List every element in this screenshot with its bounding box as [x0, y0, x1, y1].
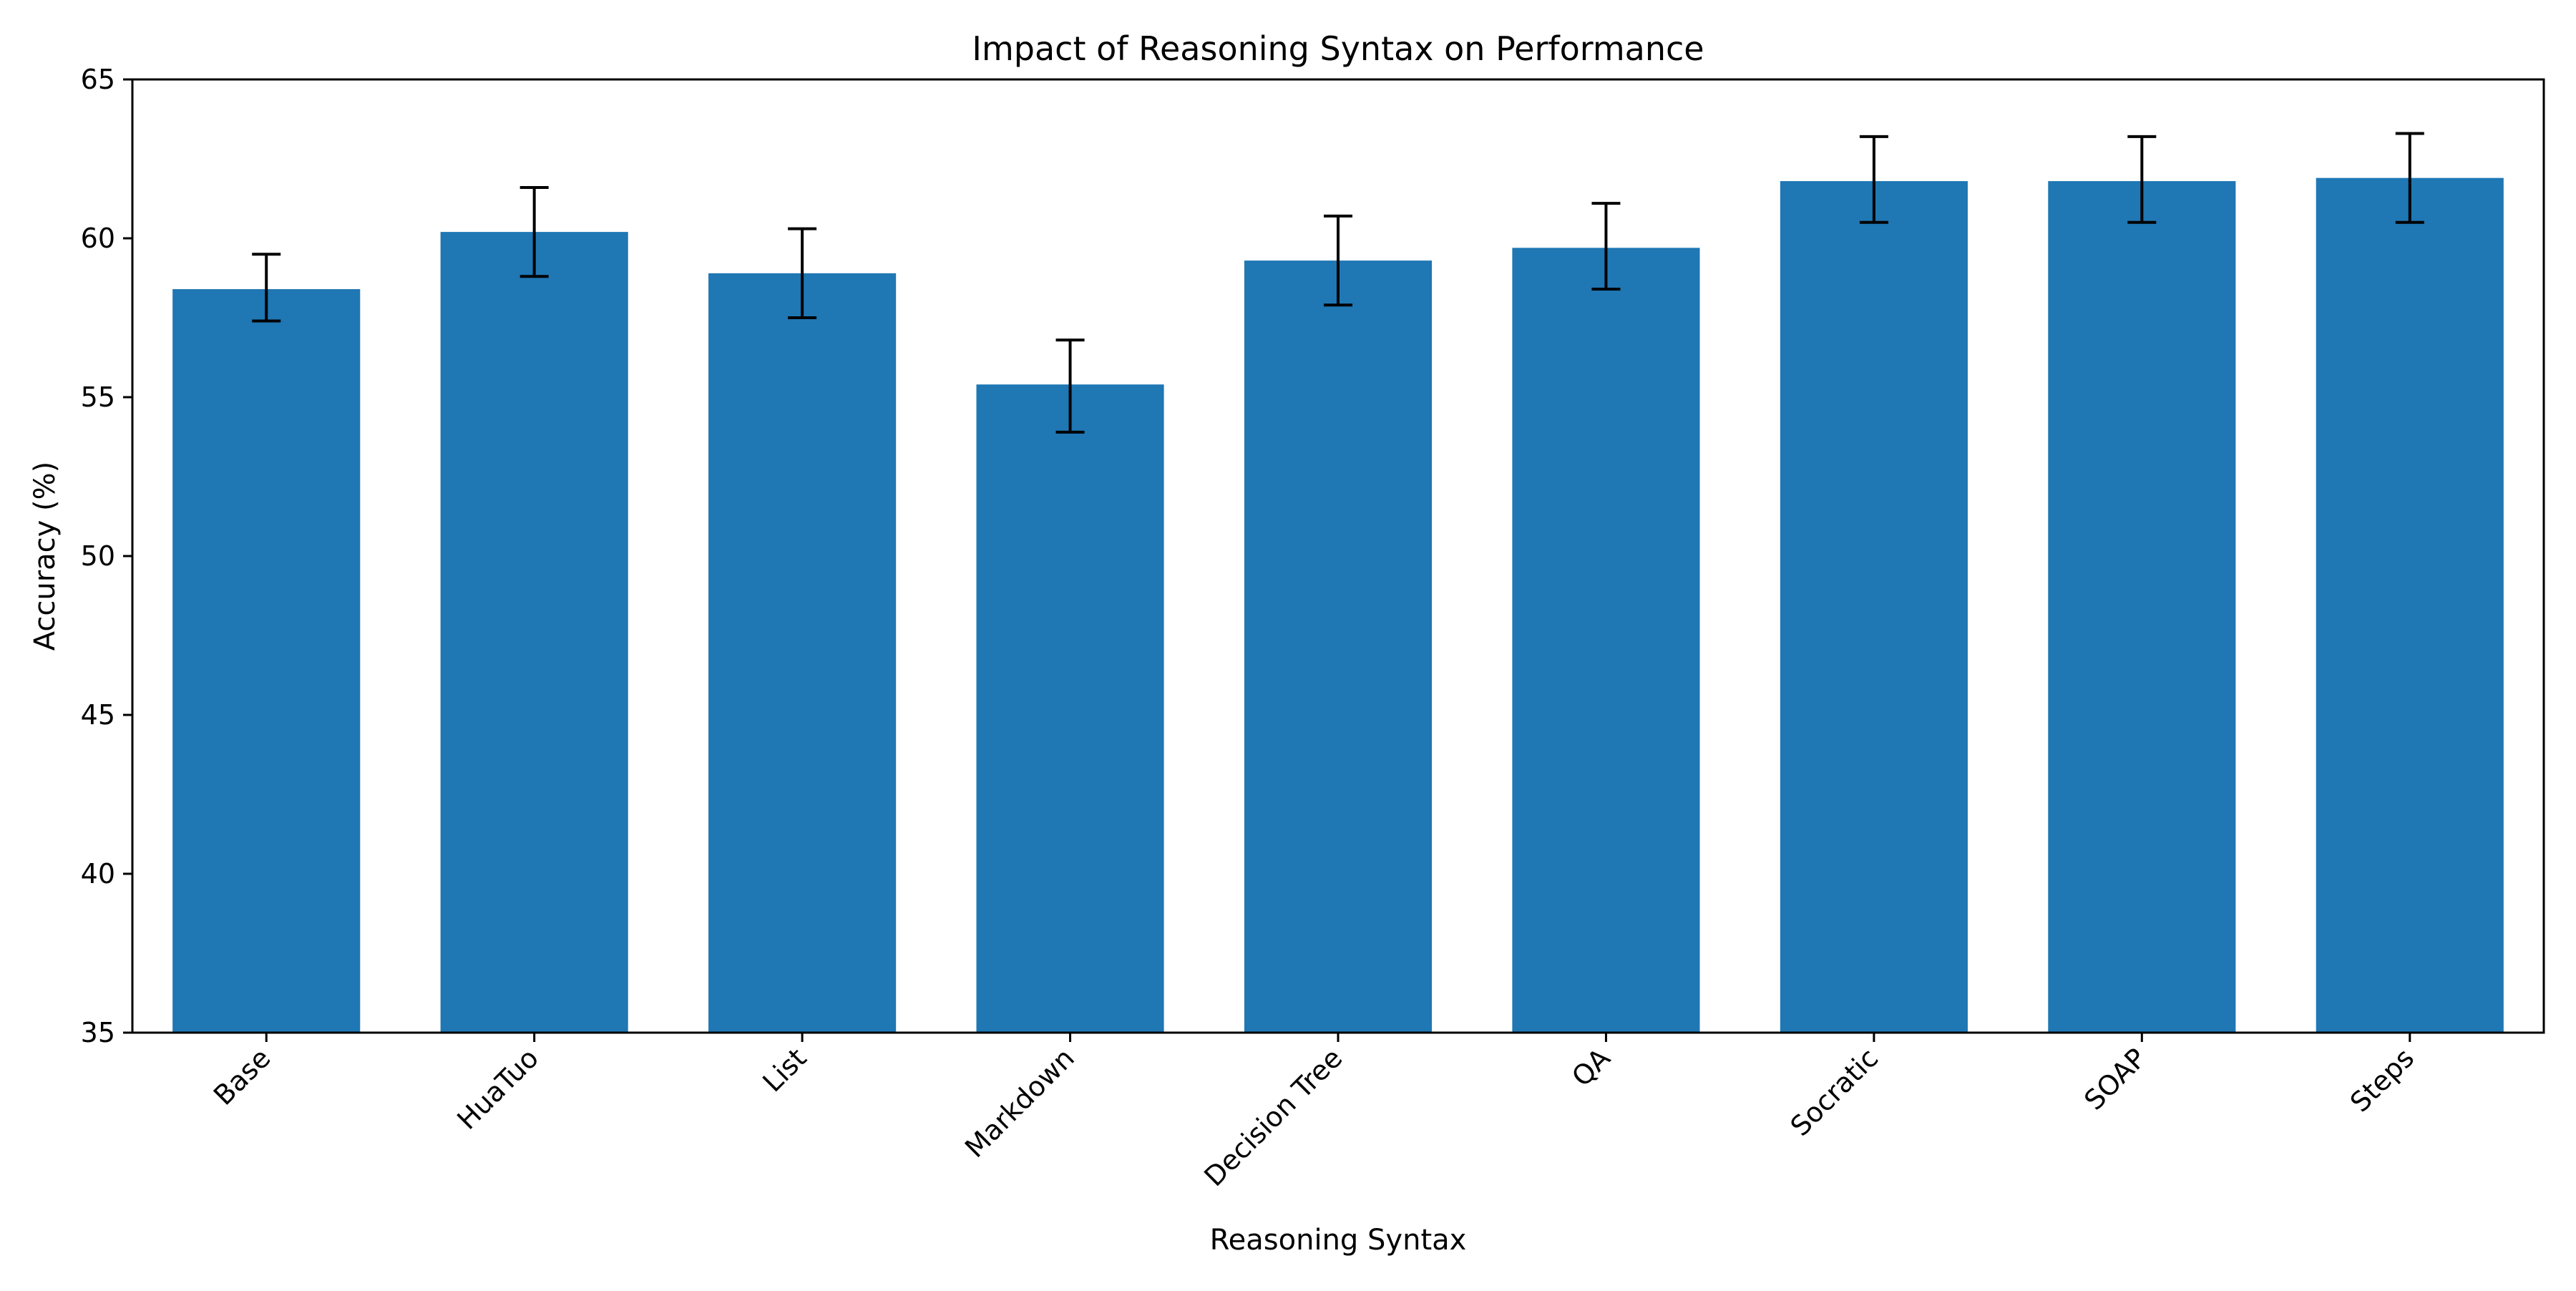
y-tick-label: 40 — [81, 858, 115, 890]
bar-markdown — [976, 384, 1164, 1033]
x-axis: Base HuaTuo List Markdown Decision Tree QA Soc… — [208, 1033, 2420, 1192]
x-tick-label: Steps — [2344, 1042, 2420, 1118]
bars-group — [172, 177, 2504, 1033]
x-tick-label: Socratic — [1785, 1042, 1885, 1142]
error-bars-group — [252, 132, 2424, 434]
error-bar — [1324, 214, 1352, 307]
y-tick-label: 65 — [81, 64, 115, 95]
error-bar — [1859, 135, 1888, 224]
bar-huatuo — [440, 232, 628, 1033]
x-tick-label: HuaTuo — [451, 1042, 545, 1136]
x-tick-label: SOAP — [2078, 1042, 2152, 1116]
y-tick-label: 60 — [81, 223, 115, 254]
x-tick-label: Base — [208, 1042, 277, 1111]
chart-title: Impact of Reasoning Syntax on Performanc… — [972, 29, 1704, 68]
x-tick-label: Decision Tree — [1198, 1042, 1348, 1192]
y-tick-label: 50 — [81, 540, 115, 572]
error-bar — [2127, 135, 2157, 224]
y-tick-label: 45 — [81, 699, 115, 731]
bar-base — [172, 289, 361, 1033]
y-axis-label: Accuracy (%) — [29, 462, 62, 651]
error-bar — [519, 185, 549, 278]
bar-decision-tree — [1244, 260, 1433, 1033]
error-bar — [1055, 338, 1085, 434]
error-bar — [1591, 202, 1621, 291]
bar-list — [708, 273, 897, 1033]
bar-socratic — [1780, 181, 1968, 1033]
x-tick-label: QA — [1566, 1042, 1616, 1093]
y-tick-label: 35 — [81, 1017, 115, 1048]
error-bar — [788, 227, 817, 319]
error-bar — [2395, 132, 2424, 224]
y-axis: 35 40 45 50 55 60 65 — [81, 64, 132, 1048]
y-tick-label: 55 — [81, 381, 115, 413]
bar-qa — [1512, 248, 1700, 1033]
x-axis-label: Reasoning Syntax — [1210, 1224, 1467, 1257]
bar-soap — [2048, 181, 2236, 1033]
x-tick-label: List — [756, 1042, 812, 1098]
x-tick-label: Markdown — [959, 1042, 1080, 1164]
error-bar — [252, 253, 281, 323]
bar-steps — [2316, 177, 2504, 1033]
